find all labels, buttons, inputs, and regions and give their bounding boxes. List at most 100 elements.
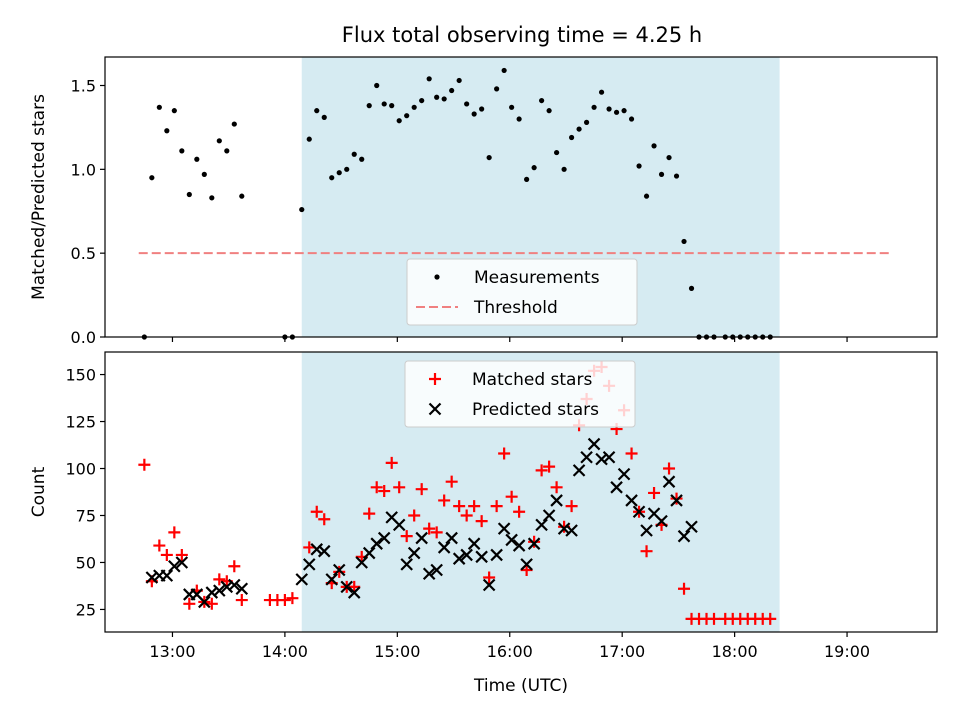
data-point — [482, 578, 496, 592]
data-point — [366, 103, 372, 109]
data-point — [310, 505, 323, 518]
data-point — [490, 500, 503, 513]
data-point — [228, 560, 241, 573]
data-point — [404, 113, 410, 119]
data-point — [318, 513, 331, 526]
data-point — [228, 578, 241, 592]
data-point — [434, 94, 440, 100]
data-point — [670, 494, 683, 507]
data-point — [583, 119, 590, 125]
legend-marker — [428, 402, 442, 416]
data-point — [554, 149, 560, 156]
data-point — [539, 97, 545, 104]
data-point — [501, 67, 507, 74]
data-point — [295, 573, 309, 586]
data-point — [407, 546, 421, 560]
data-point — [321, 114, 327, 120]
data-point — [666, 154, 672, 161]
data-point — [205, 586, 219, 599]
legend-label: Matched stars — [472, 370, 592, 390]
data-point — [663, 462, 676, 475]
data-point — [467, 537, 481, 550]
data-point — [475, 550, 488, 564]
data-point — [344, 166, 350, 172]
bottom-panel: 25 50 75 100 125 150 13:00 14:00 15:00 16:00 17:00… — [29, 351, 938, 696]
top-panel: 0.0 0.5 1.0 1.5 Matched/Predicted stars Measu… — [29, 56, 938, 347]
data-point — [430, 526, 443, 539]
data-point — [201, 171, 207, 177]
x-tick-label: 17:00 — [599, 642, 645, 661]
data-point — [606, 106, 612, 112]
data-point — [643, 193, 650, 199]
data-point — [423, 522, 436, 535]
data-point — [453, 500, 466, 513]
data-point — [430, 563, 443, 577]
data-point — [393, 481, 406, 494]
axes-frame — [104, 351, 938, 633]
data-point — [662, 475, 676, 488]
data-point — [231, 121, 237, 127]
data-point — [505, 533, 518, 547]
data-point — [160, 569, 174, 582]
data-point — [278, 594, 291, 607]
legend-marker — [429, 373, 441, 385]
data-point — [317, 544, 331, 558]
data-point — [347, 586, 361, 599]
data-point — [535, 464, 548, 477]
data-point — [179, 148, 185, 154]
y-tick-label: 1.5 — [71, 77, 96, 96]
data-point — [299, 206, 305, 213]
data-point — [632, 505, 646, 519]
data-point — [678, 582, 691, 595]
data-point — [486, 154, 492, 161]
data-point — [625, 494, 638, 507]
data-point — [557, 522, 571, 535]
data-point — [400, 530, 413, 543]
data-point — [408, 509, 421, 522]
data-point — [708, 612, 721, 625]
data-point — [160, 548, 173, 561]
data-point — [183, 597, 196, 610]
data-point — [561, 166, 567, 172]
data-point — [452, 552, 466, 565]
top-chart-title: Flux total observing time = 4.25 h — [342, 23, 702, 47]
y-tick-label: 1.0 — [71, 160, 96, 179]
data-point — [568, 134, 575, 141]
data-point — [378, 485, 391, 498]
data-point — [445, 531, 458, 545]
data-point — [445, 475, 458, 488]
data-point — [437, 541, 451, 554]
y-tick-label: 75 — [76, 506, 96, 525]
data-point — [186, 191, 192, 198]
data-point — [479, 106, 485, 112]
data-point — [385, 456, 398, 469]
data-point — [235, 582, 249, 596]
legend-box — [406, 258, 638, 326]
y-tick-label: 0.5 — [71, 244, 96, 263]
data-point — [411, 104, 417, 110]
data-point — [168, 559, 181, 573]
data-point — [685, 520, 698, 534]
data-point — [598, 89, 605, 95]
data-point — [648, 486, 661, 499]
data-point — [205, 597, 218, 610]
series-predicted-stars — [145, 437, 698, 609]
data-point — [580, 450, 593, 464]
data-point — [351, 151, 357, 157]
data-point — [194, 156, 200, 162]
data-point — [286, 592, 299, 605]
data-point — [415, 531, 428, 545]
data-point — [171, 108, 177, 114]
data-point — [512, 539, 526, 552]
data-point — [396, 118, 402, 124]
data-point — [587, 437, 601, 451]
data-point — [520, 563, 533, 576]
data-point — [509, 104, 515, 110]
data-point — [220, 580, 234, 594]
legend-marker — [434, 274, 440, 280]
data-point — [213, 573, 226, 586]
data-point — [550, 481, 563, 494]
x-tick-label: 18:00 — [712, 642, 758, 661]
data-point — [438, 494, 451, 507]
data-point — [332, 563, 346, 577]
